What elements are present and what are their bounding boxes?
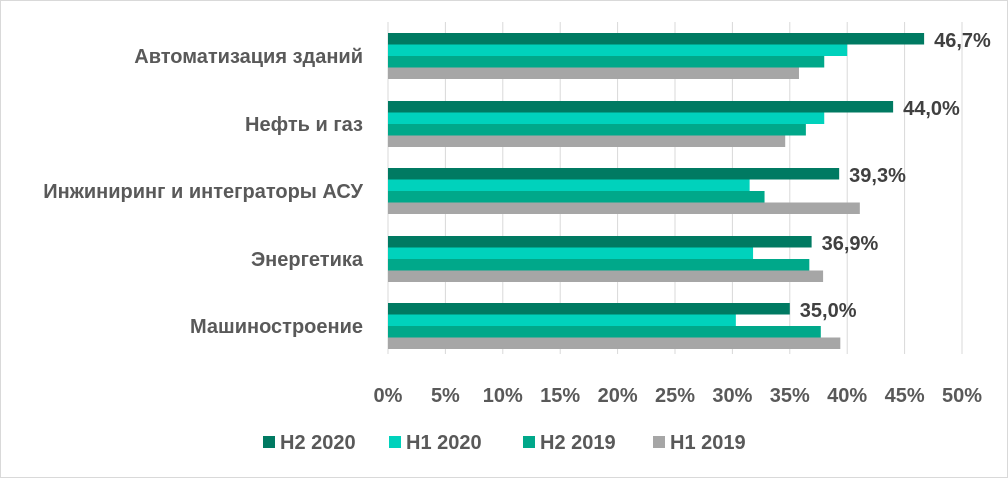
x-tick-label: 50%	[942, 385, 982, 407]
x-tick-label: 40%	[827, 385, 867, 407]
category-label: Машиностроение	[190, 316, 363, 338]
category-label: Нефть и газ	[245, 114, 363, 136]
data-label: 39,3%	[849, 165, 906, 187]
x-tick-label: 5%	[431, 385, 460, 407]
bar-h2-2020	[388, 303, 790, 315]
legend-label: H1 2019	[670, 432, 746, 454]
bar-h2-2020	[388, 101, 894, 113]
bar-h1-2020	[388, 179, 750, 191]
bar-h2-2019	[388, 191, 765, 203]
bar-h1-2019	[388, 135, 786, 147]
x-tick-label: 20%	[598, 385, 638, 407]
legend-label: H1 2020	[406, 432, 482, 454]
data-label: 35,0%	[800, 300, 857, 322]
legend-swatch	[263, 436, 275, 448]
category-label: Инжиниринг и интеграторы АСУ	[43, 181, 363, 203]
legend-label: H2 2019	[540, 432, 616, 454]
x-tick-label: 0%	[374, 385, 403, 407]
data-label: 46,7%	[934, 30, 991, 52]
data-label: 44,0%	[903, 98, 960, 120]
bar-h2-2019	[388, 56, 825, 68]
x-tick-label: 45%	[885, 385, 925, 407]
data-label: 36,9%	[822, 233, 879, 255]
legend-label: H2 2020	[280, 432, 356, 454]
legend: H2 2020 H1 2020 H2 2019 H1 2019	[263, 432, 746, 454]
category-label: Энергетика	[251, 249, 364, 271]
x-tick-labels: 0% 5% 10% 15% 20% 25% 30% 35% 40% 45% 50%	[374, 385, 983, 407]
bar-h2-2019	[388, 124, 806, 136]
bar-h2-2020	[388, 33, 925, 45]
x-tick-label: 30%	[712, 385, 752, 407]
bar-h1-2019	[388, 67, 799, 79]
bar-h1-2020	[388, 247, 754, 259]
bar-h2-2020	[388, 236, 812, 248]
x-tick-label: 35%	[770, 385, 810, 407]
bar-h2-2019	[388, 259, 810, 271]
x-tick-label: 15%	[540, 385, 580, 407]
data-labels: 46,7% 44,0% 39,3% 36,9% 35,0%	[800, 30, 991, 322]
bar-h2-2019	[388, 326, 821, 338]
legend-swatch	[653, 436, 665, 448]
bars	[388, 33, 925, 349]
legend-swatch	[523, 436, 535, 448]
bar-h1-2020	[388, 44, 848, 56]
bar-h1-2019	[388, 337, 841, 349]
bar-h1-2019	[388, 202, 860, 214]
bar-h1-2019	[388, 270, 824, 282]
category-labels: Автоматизация зданий Нефть и газ Инжинирин…	[43, 46, 364, 338]
category-label: Автоматизация зданий	[134, 46, 363, 68]
x-tick-label: 10%	[483, 385, 523, 407]
bar-h1-2020	[388, 112, 825, 124]
x-tick-label: 25%	[655, 385, 695, 407]
bar-h1-2020	[388, 314, 736, 326]
bar-h2-2020	[388, 168, 840, 180]
legend-swatch	[389, 436, 401, 448]
